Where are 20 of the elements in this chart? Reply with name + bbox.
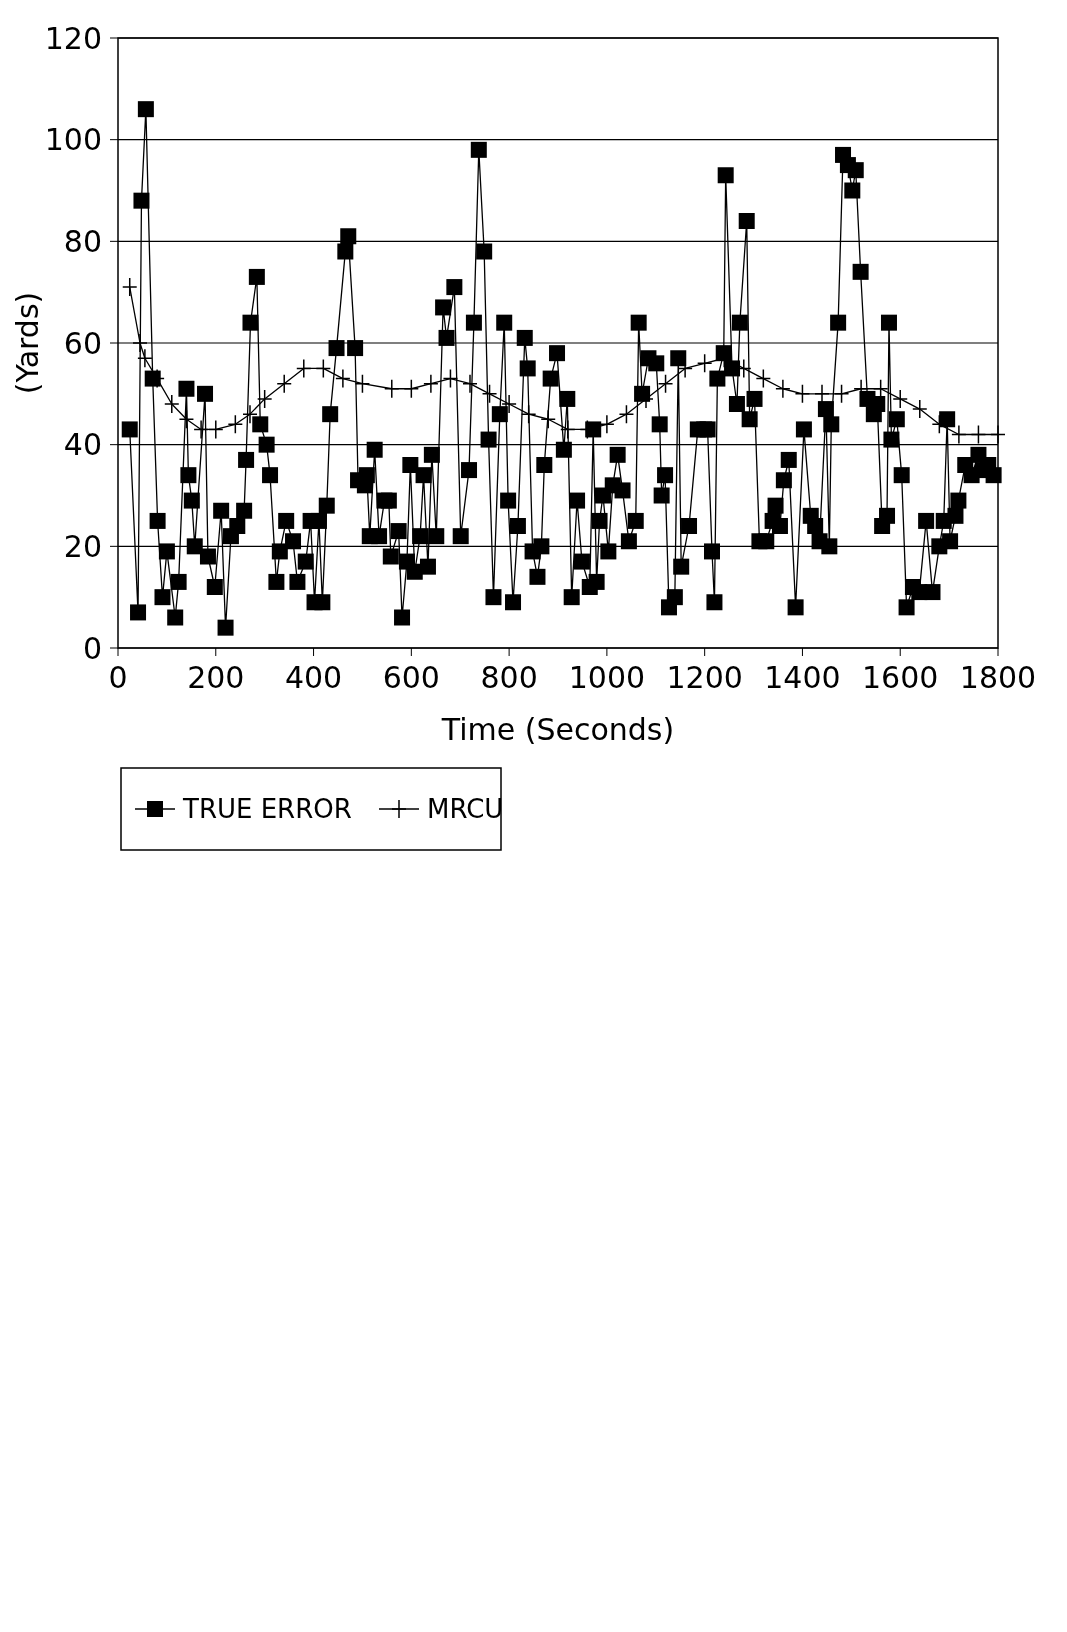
x-tick-label: 1000 — [568, 660, 646, 695]
y-tick-label: 60 — [63, 325, 102, 361]
x-tick-label: 200 — [187, 660, 245, 695]
y-tick-label: 80 — [63, 223, 102, 259]
x-axis-title: Time (Seconds) — [440, 712, 675, 747]
y-tick-label: 100 — [44, 122, 102, 158]
y-tick-label: 40 — [63, 427, 102, 463]
y-tick-label: 120 — [44, 20, 102, 56]
y-axis-title: (Yards) — [10, 291, 45, 395]
x-tick-label: 600 — [382, 660, 440, 695]
x-tick-label: 800 — [480, 660, 538, 695]
y-tick-label: 20 — [63, 528, 102, 564]
x-tick-label: 400 — [284, 660, 343, 695]
legend-label: TRUE ERROR — [182, 794, 352, 825]
x-tick-label: 0 — [108, 660, 128, 695]
x-tick-label: 1400 — [764, 660, 841, 695]
x-tick-label: 1600 — [862, 660, 939, 695]
x-tick-label: 1800 — [959, 660, 1037, 695]
x-tick-label: 1200 — [666, 660, 743, 695]
y-tick-label: 0 — [82, 630, 102, 666]
